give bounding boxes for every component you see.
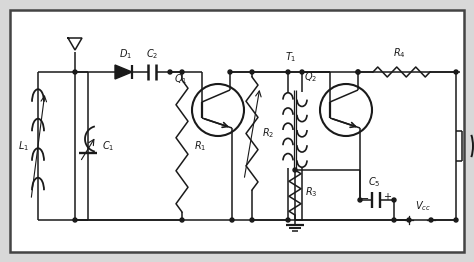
Circle shape xyxy=(180,218,184,222)
Circle shape xyxy=(429,218,433,222)
Circle shape xyxy=(73,218,77,222)
Text: $Q_1$: $Q_1$ xyxy=(173,72,187,86)
Text: $T_1$: $T_1$ xyxy=(285,50,297,64)
Circle shape xyxy=(293,168,297,172)
Polygon shape xyxy=(115,65,132,79)
Text: $V_{cc}$: $V_{cc}$ xyxy=(415,199,431,213)
FancyBboxPatch shape xyxy=(10,10,464,252)
Text: $C_5$: $C_5$ xyxy=(368,175,380,189)
Circle shape xyxy=(230,218,234,222)
Circle shape xyxy=(250,70,254,74)
Circle shape xyxy=(356,70,360,74)
Circle shape xyxy=(286,218,290,222)
Text: $R_3$: $R_3$ xyxy=(305,185,318,199)
Text: $D_1$: $D_1$ xyxy=(119,47,132,61)
Text: $R_1$: $R_1$ xyxy=(194,139,206,153)
Text: $L_1$: $L_1$ xyxy=(18,139,29,153)
Circle shape xyxy=(407,218,411,222)
Circle shape xyxy=(250,218,254,222)
Text: $+$: $+$ xyxy=(383,192,392,203)
Circle shape xyxy=(180,70,184,74)
Text: $-$: $-$ xyxy=(359,192,369,202)
Text: $Q_2$: $Q_2$ xyxy=(304,70,317,84)
Circle shape xyxy=(392,218,396,222)
Text: $C_2$: $C_2$ xyxy=(146,47,158,61)
Circle shape xyxy=(300,70,304,74)
Text: $R_4$: $R_4$ xyxy=(392,46,405,60)
Text: $R_2$: $R_2$ xyxy=(262,127,274,140)
Circle shape xyxy=(356,70,360,74)
Circle shape xyxy=(454,218,458,222)
Circle shape xyxy=(454,70,458,74)
Circle shape xyxy=(228,70,232,74)
Circle shape xyxy=(286,70,290,74)
Circle shape xyxy=(168,70,172,74)
Circle shape xyxy=(358,198,362,202)
Text: $C_1$: $C_1$ xyxy=(102,139,114,153)
Circle shape xyxy=(392,198,396,202)
Circle shape xyxy=(73,70,77,74)
